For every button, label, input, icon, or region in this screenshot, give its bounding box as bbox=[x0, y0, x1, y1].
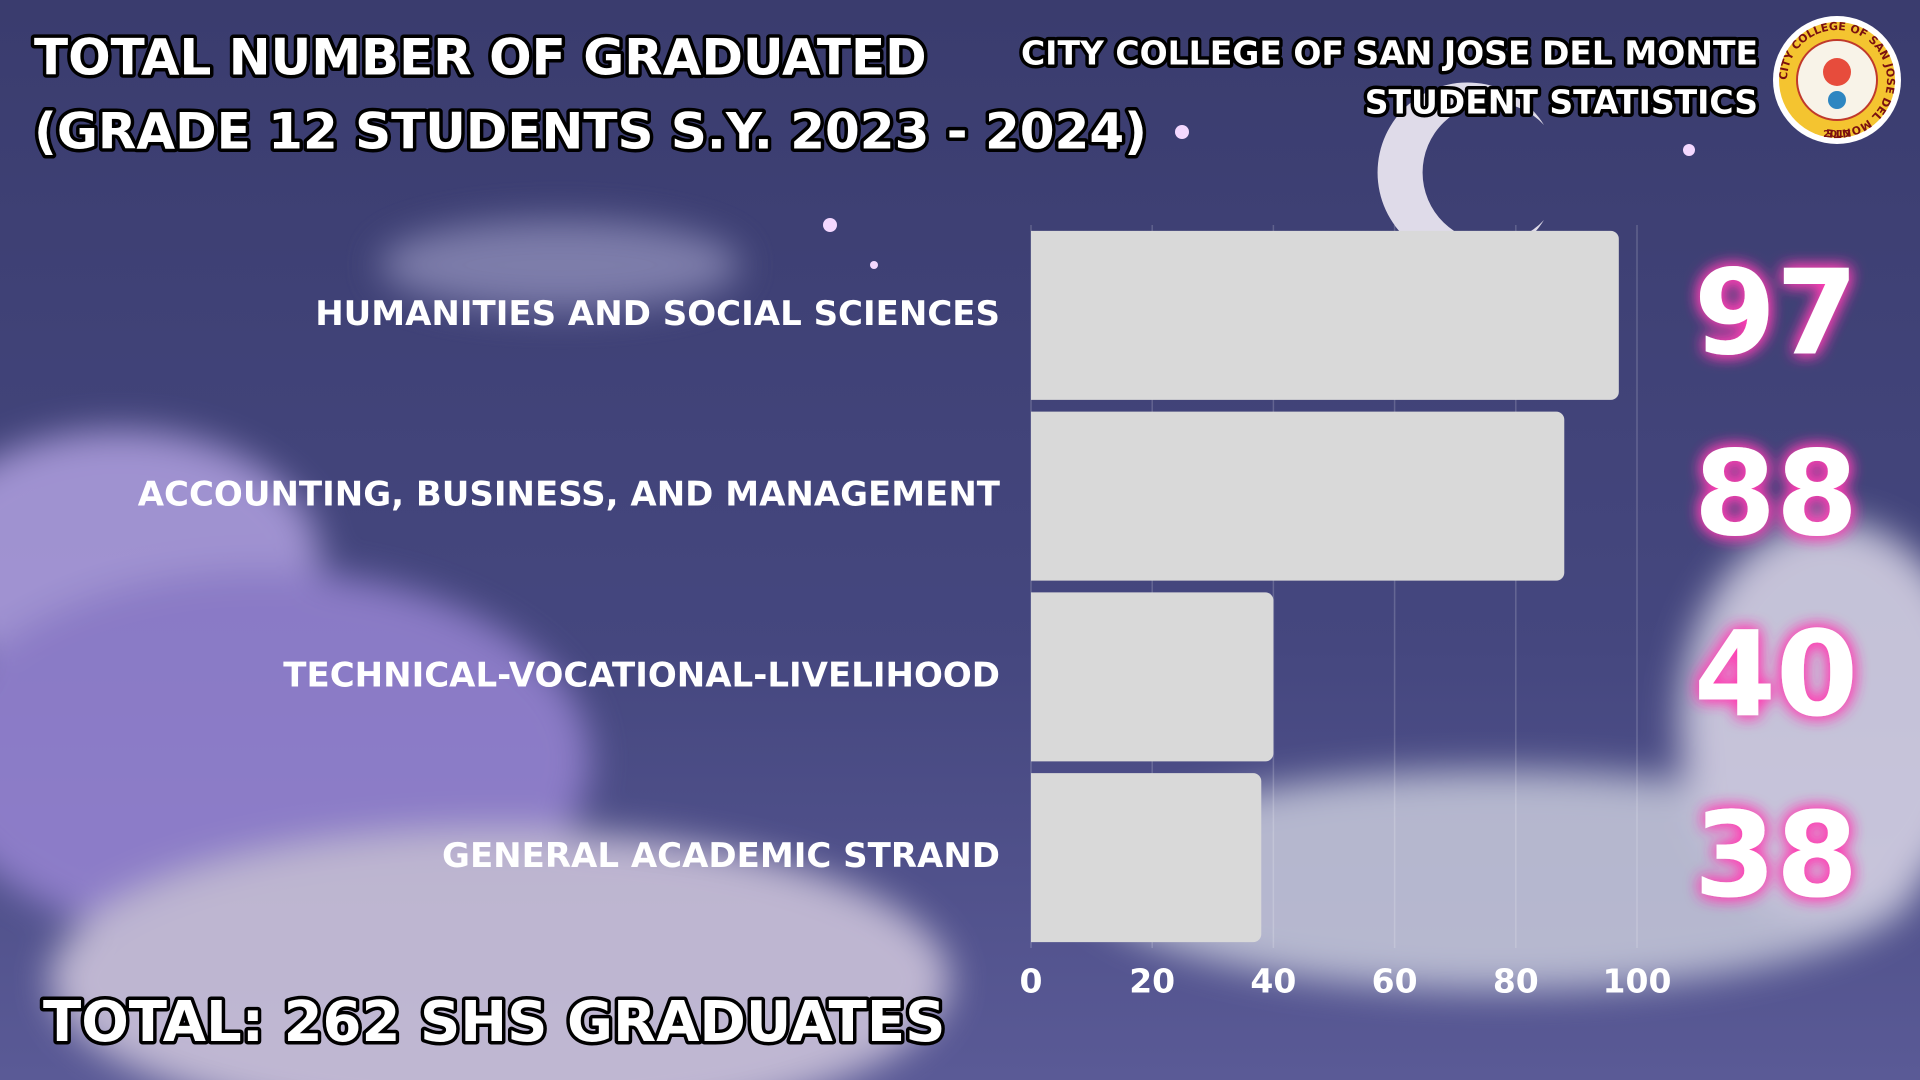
bar bbox=[1031, 773, 1262, 943]
x-tick-label: 0 bbox=[1020, 962, 1043, 1001]
value-label: 88 bbox=[1694, 424, 1858, 562]
value-label: 40 bbox=[1694, 605, 1858, 743]
bar bbox=[1031, 230, 1619, 400]
y-tick-label: GENERAL ACADEMIC STRAND bbox=[442, 836, 1000, 876]
footer: TOTAL: 262 SHS GRADUATES bbox=[43, 990, 945, 1055]
x-tick-label: 80 bbox=[1493, 962, 1539, 1001]
logo-globe bbox=[1828, 91, 1846, 109]
value-label: 97 bbox=[1694, 244, 1858, 382]
moon bbox=[1377, 82, 1544, 263]
chart-subtitle: (GRADE 12 STUDENTS S.Y. 2023 - 2024) bbox=[34, 103, 1147, 161]
header-line: CITY COLLEGE OF SAN JOSE DEL MONTE bbox=[1021, 34, 1758, 73]
value-label: 38 bbox=[1694, 786, 1858, 924]
x-tick-label: 100 bbox=[1603, 962, 1672, 1001]
x-tick-label: 60 bbox=[1372, 962, 1418, 1001]
bar bbox=[1031, 411, 1565, 581]
clouds bbox=[0, 220, 1920, 1080]
x-tick-label: 20 bbox=[1129, 962, 1175, 1001]
logo-year: 2017 bbox=[1823, 129, 1851, 140]
bar bbox=[1031, 592, 1274, 762]
chart-title: TOTAL NUMBER OF GRADUATED bbox=[34, 29, 927, 87]
y-tick-label: HUMANITIES AND SOCIAL SCIENCES bbox=[315, 294, 1000, 334]
logo-flame bbox=[1823, 58, 1851, 86]
x-tick-label: 40 bbox=[1250, 962, 1296, 1001]
logo: CITY COLLEGE OF SAN JOSE DEL MONTE 2017 bbox=[1773, 16, 1901, 144]
y-tick-label: TECHNICAL-VOCATIONAL-LIVELIHOOD bbox=[283, 655, 1000, 695]
stars bbox=[823, 125, 1695, 269]
header-line: STUDENT STATISTICS bbox=[1365, 83, 1758, 122]
y-tick-label: ACCOUNTING, BUSINESS, AND MANAGEMENT bbox=[138, 475, 1001, 515]
